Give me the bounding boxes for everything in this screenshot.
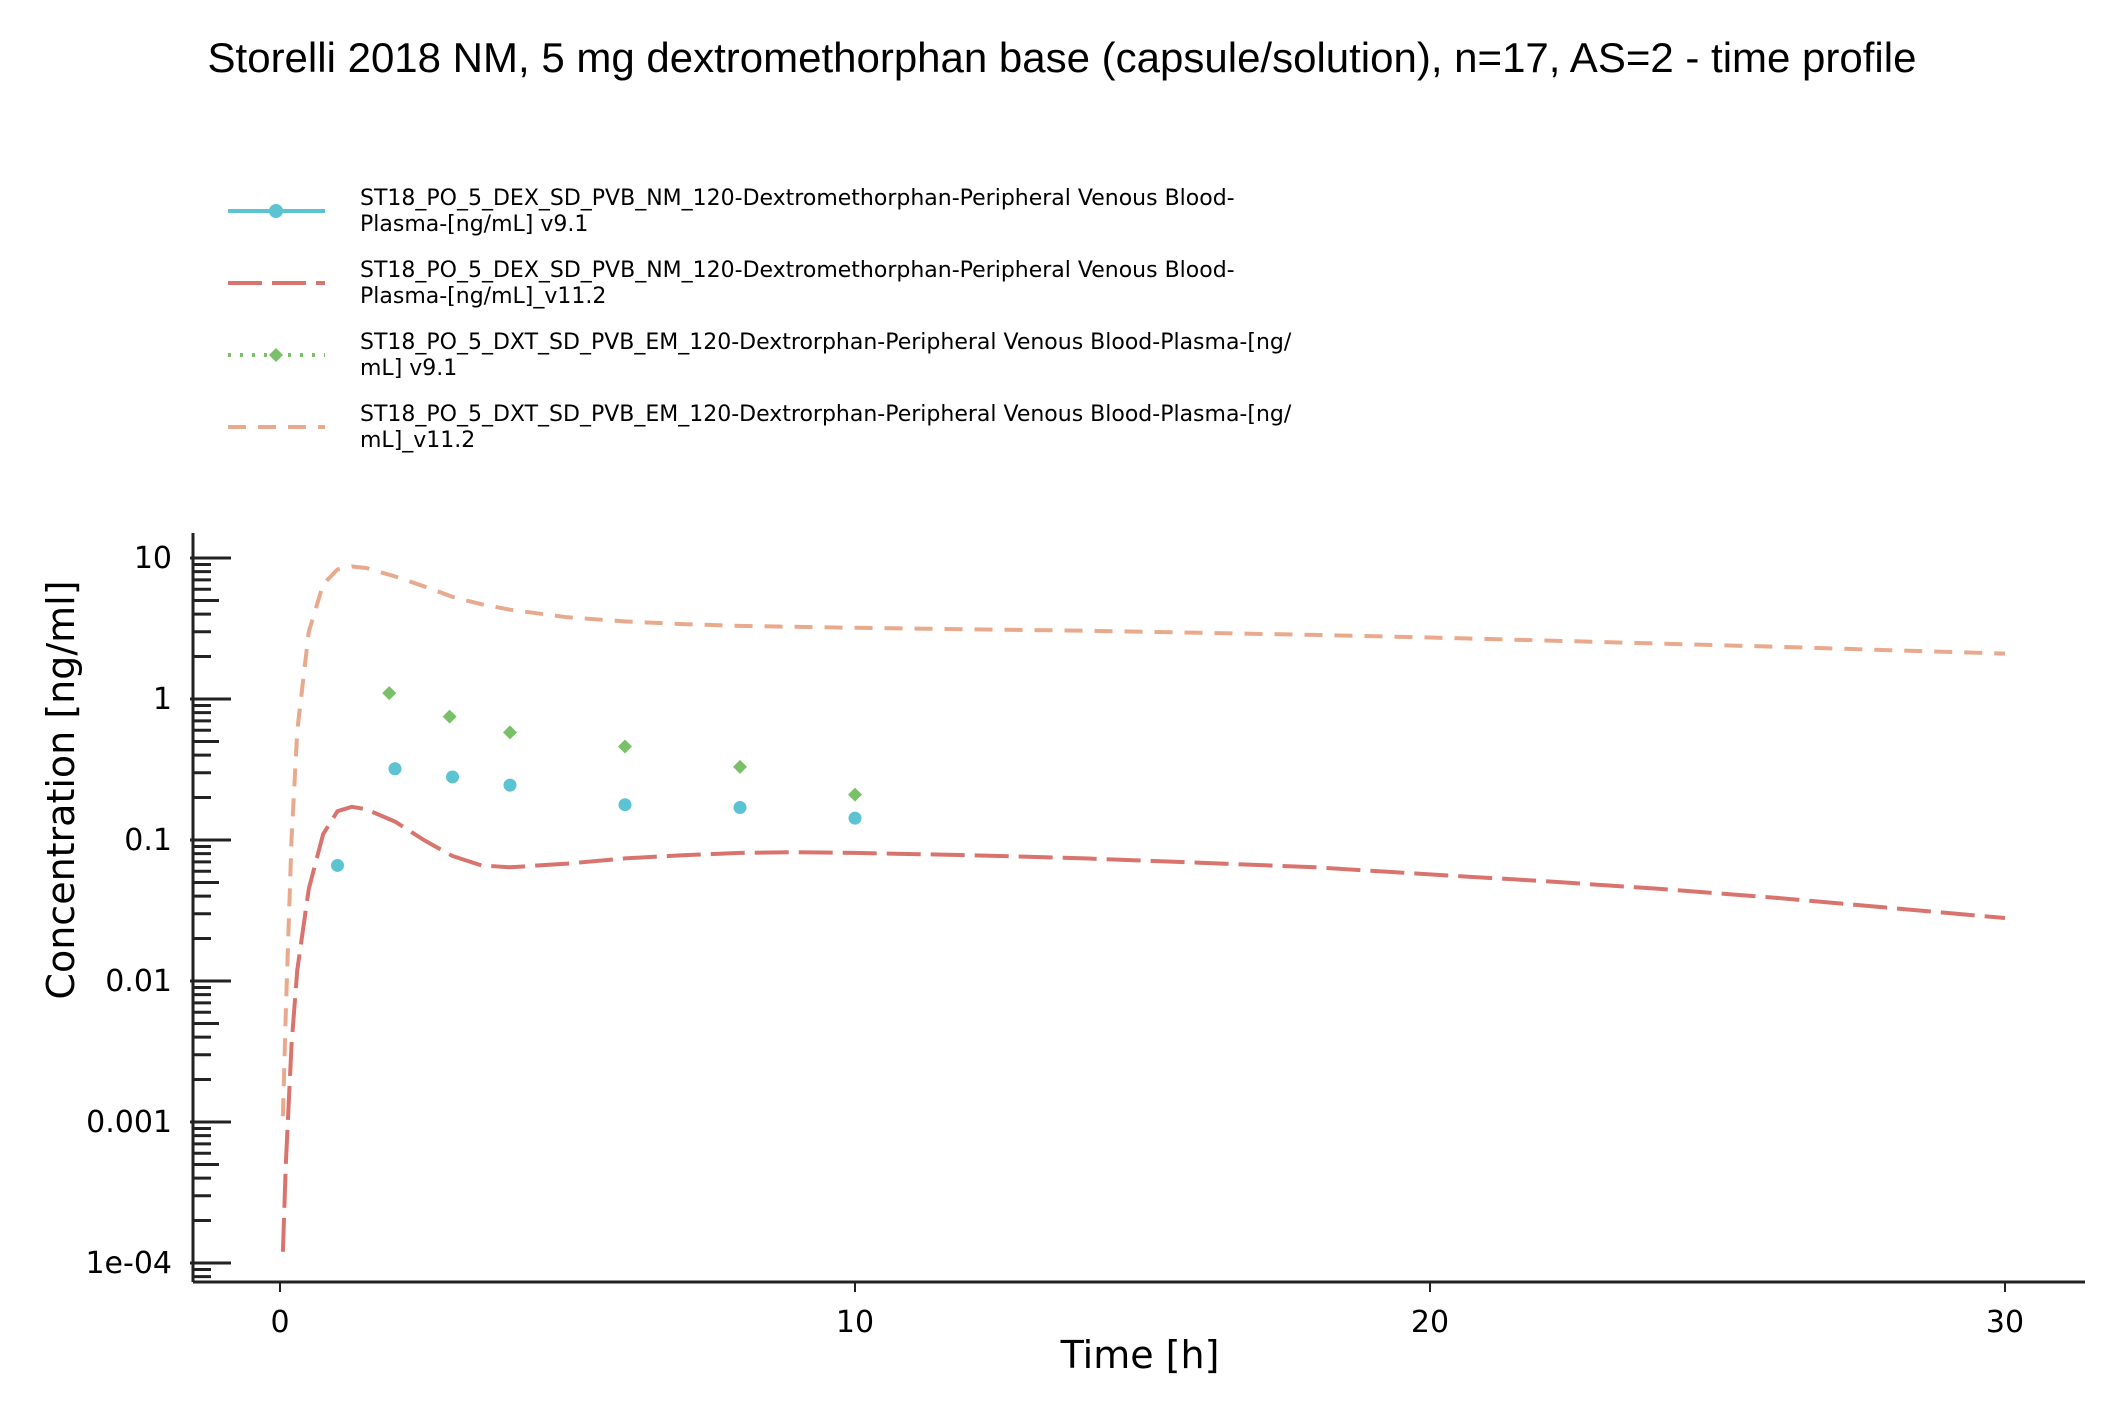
x-tick-label: 0 [270,1305,289,1340]
legend-label: ST18_PO_5_DEX_SD_PVB_NM_120-Dextromethor… [360,258,1235,283]
legend-label: mL]_v11.2 [360,428,475,453]
axes: 1e-04 0.001 0.01 0.1 1 10 0 10 20 30 [85,533,2085,1340]
data-point [382,686,397,701]
series-2 [280,804,2006,1252]
legend: ST18_PO_5_DEX_SD_PVB_NM_120-Dextromethor… [228,186,1292,453]
y-tick-label: 10 [134,541,172,576]
legend-label: Plasma-[ng/mL] v9.1 [360,212,588,237]
data-point [442,709,457,724]
legend-item: ST18_PO_5_DXT_SD_PVB_EM_120-Dextrorphan-… [228,402,1292,453]
data-point [848,787,862,802]
legend-label: mL] v9.1 [360,356,457,381]
y-axis-label: Concentration [ng/ml] [39,580,83,999]
legend-item: ST18_PO_5_DEX_SD_PVB_NM_120-Dextromethor… [228,186,1235,237]
data-point [733,759,747,774]
data-point [618,739,632,754]
series-1 [331,762,862,872]
x-tick-label: 20 [1411,1305,1449,1340]
y-tick-label: 1e-04 [85,1246,172,1281]
data-point [503,778,517,792]
data-point [618,798,632,812]
chart-title: Storelli 2018 NM, 5 mg dextromethorphan … [208,34,1917,81]
legend-item: ST18_PO_5_DEX_SD_PVB_NM_120-Dextromethor… [228,258,1235,309]
x-axis-label: Time [h] [1060,1333,1220,1377]
series-3 [382,686,862,802]
x-tick-label: 30 [1986,1305,2024,1340]
series-line [280,804,2006,1252]
data-point [503,725,517,740]
legend-swatch-marker [269,204,283,218]
legend-label: Plasma-[ng/mL]_v11.2 [360,284,606,309]
legend-label: ST18_PO_5_DXT_SD_PVB_EM_120-Dextrorphan-… [360,402,1292,427]
plot-series [280,564,2006,1252]
data-point [446,770,459,784]
y-tick-label: 0.001 [86,1105,172,1140]
data-point [388,762,402,776]
legend-item: ST18_PO_5_DXT_SD_PVB_EM_120-Dextrorphan-… [228,330,1292,381]
x-tick-label: 10 [836,1305,874,1340]
y-tick-label: 1 [153,682,172,717]
series-4 [280,564,2006,1117]
y-tick-label: 0.1 [124,823,172,858]
legend-label: ST18_PO_5_DEX_SD_PVB_NM_120-Dextromethor… [360,186,1235,211]
data-point [331,858,344,872]
data-point [733,801,747,815]
y-tick-label: 0.01 [105,964,172,999]
legend-swatch-marker [269,348,283,362]
series-line [280,564,2006,1117]
legend-label: ST18_PO_5_DXT_SD_PVB_EM_120-Dextrorphan-… [360,330,1292,355]
data-point [848,811,862,825]
